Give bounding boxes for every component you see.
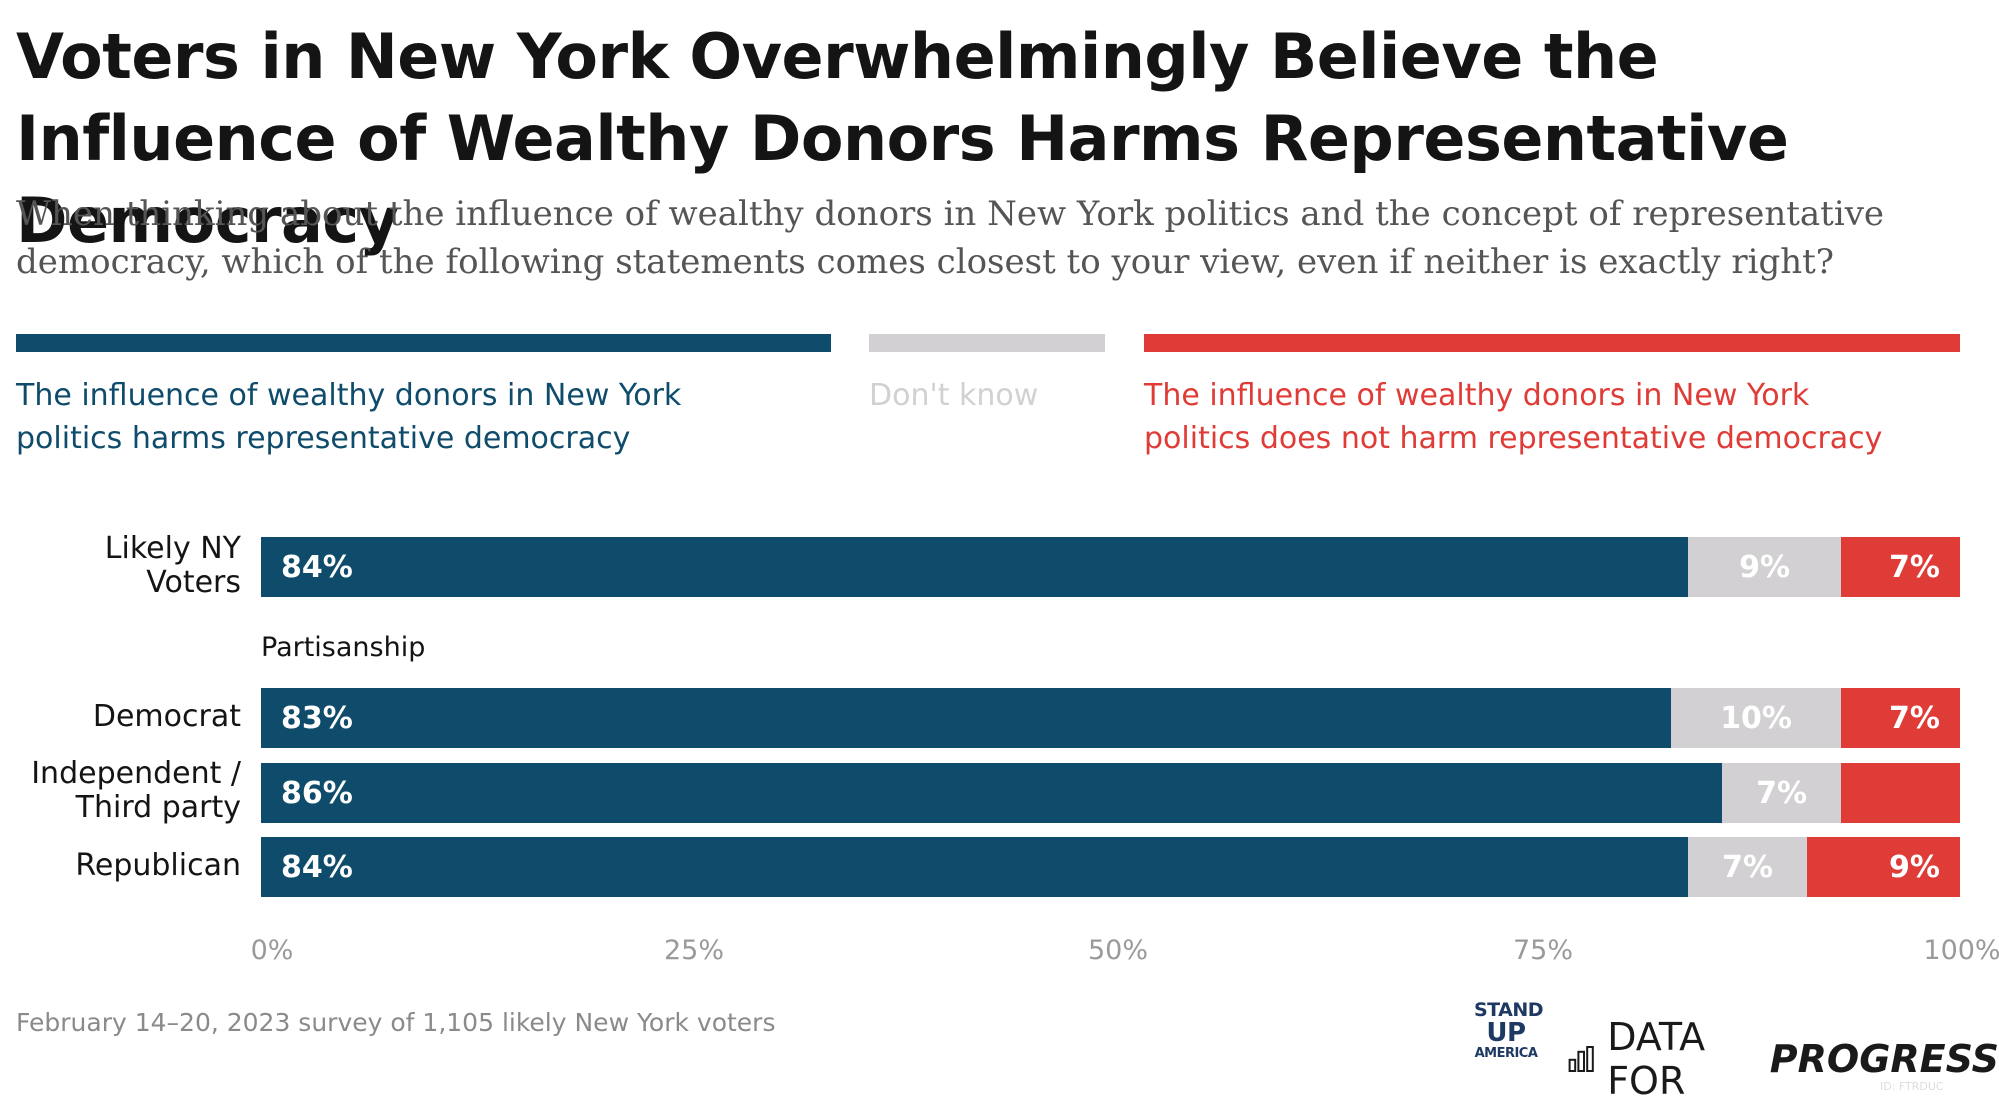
legend-swatch-does-not-harm [1144,334,1960,352]
data-label: 86% [281,775,353,811]
legend-label-dont-know: Don't know [869,374,1105,417]
bar-segment-harms: 83% [261,688,1672,748]
standup-text: UP [1486,1018,1526,1048]
row-label-line: Republican [75,848,241,883]
chart-id: ID: FTRDUC [1880,1080,1944,1093]
data-label: 9% [1889,849,1940,885]
bar-segment-harms: 86% [261,763,1723,823]
legend-label-line: Don't know [869,378,1039,413]
bar-chart-icon [1568,1045,1594,1073]
bar-row-independent: 86% 7% [261,763,1960,823]
bar-segment-harms: 84% [261,837,1689,897]
legend-swatch-harms [16,334,831,352]
row-label-line: Independent / [31,756,241,791]
bar-segment-dont-know: 10% [1671,688,1842,748]
data-label: 9% [1739,549,1791,585]
x-tick-label: 25% [663,935,725,966]
row-label-democrat: Democrat [93,700,241,734]
legend-swatch-dont-know [869,334,1105,352]
bar-segment-does-not-harm: 7% [1841,688,1960,748]
row-label-republican: Republican [75,849,241,883]
source-note: February 14–20, 2023 survey of 1,105 lik… [16,1008,776,1037]
data-label: 84% [281,849,353,885]
dfp-text: DATA FOR [1607,1015,1706,1103]
row-label-likely-ny-voters: Likely NY Voters [105,532,241,600]
bar-segment-harms: 84% [261,537,1689,597]
bar-segment-does-not-harm [1841,763,1960,823]
section-label-partisanship: Partisanship [261,632,426,663]
row-label-line: Democrat [92,699,241,734]
legend-item-dont-know: Don't know [869,334,1105,417]
row-label-line: Likely NY [104,531,241,566]
legend-label-line: The influence of wealthy donors in New Y… [16,378,682,413]
data-label: 10% [1720,700,1792,736]
x-tick-label: 75% [1512,935,1574,966]
row-label-line: Third party [75,790,241,825]
bar-segment-dont-know: 7% [1722,763,1842,823]
dfp-text-strong: PROGRESS [1769,1037,1999,1081]
data-label: 7% [1889,700,1940,736]
bar-segment-does-not-harm: 9% [1807,837,1960,897]
legend-label-line: politics does not harm representative de… [1144,421,1883,456]
legend-label-line: The influence of wealthy donors in New Y… [1144,378,1810,413]
row-label-independent: Independent / Third party [31,757,241,825]
data-label: 7% [1889,549,1940,585]
bar-segment-dont-know: 9% [1688,537,1842,597]
legend-label-line: politics harms representative democracy [16,421,631,456]
data-label: 83% [281,700,353,736]
row-label-line: Voters [146,565,241,600]
x-tick-label: 100% [1923,935,1999,966]
legend-label-harms: The influence of wealthy donors in New Y… [16,374,831,460]
data-label: 7% [1756,775,1808,811]
x-tick-label: 50% [1087,935,1149,966]
bar-row-republican: 84% 7% 9% [261,837,1960,897]
stand-up-america-logo: STAND UP AMERICA [1474,999,1544,1062]
legend-item-does-not-harm: The influence of wealthy donors in New Y… [1144,334,1960,460]
data-for-progress-logo: DATA FOR PROGRESS [1568,1015,1999,1103]
bar-row-likely-ny-voters: 84% 9% 7% [261,537,1960,597]
data-label: 84% [281,549,353,585]
data-label: 7% [1722,849,1774,885]
legend-label-does-not-harm: The influence of wealthy donors in New Y… [1144,374,1960,460]
chart-subtitle: When thinking about the influence of wea… [16,194,1885,282]
standup-text: AMERICA [1474,1046,1538,1061]
chart-title: Voters in New York Overwhelmingly Believ… [16,20,1789,257]
legend-item-harms: The influence of wealthy donors in New Y… [16,334,831,460]
bar-segment-does-not-harm: 7% [1841,537,1960,597]
bar-row-democrat: 83% 10% 7% [261,688,1960,748]
standup-text: STAND [1474,999,1544,1021]
bar-segment-dont-know: 7% [1688,837,1808,897]
x-tick-label: 0% [250,935,294,966]
